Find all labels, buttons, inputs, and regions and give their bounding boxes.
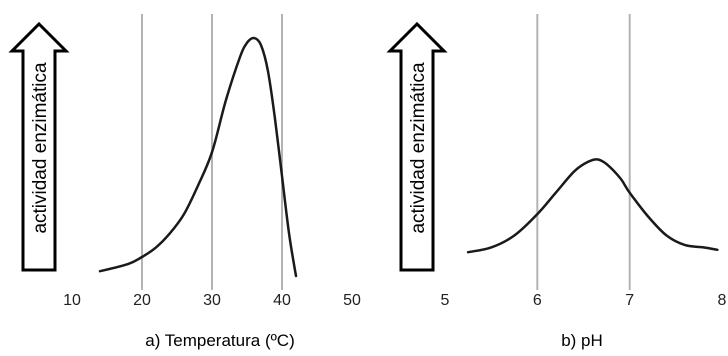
ph-chart: actividad enzimática 5 6 7 8 b) pH: [386, 14, 727, 350]
y-axis-label: actividad enzimática: [408, 62, 429, 234]
series-line: [466, 158, 719, 254]
x-axis-label: b) pH: [561, 331, 603, 350]
x-tick-labels: 5 6 7 8: [441, 292, 727, 309]
x-tick-label: 20: [133, 292, 151, 309]
y-axis-arrow: actividad enzimática: [8, 21, 70, 272]
x-tick-label: 7: [625, 292, 634, 309]
temperature-chart: actividad enzimática 10 20 30 40 50 a) Tempe…: [8, 14, 361, 350]
x-tick-label: 6: [533, 292, 542, 309]
x-axis-label: a) Temperatura (ºC): [145, 331, 295, 350]
up-arrow-icon: [386, 21, 448, 272]
up-arrow-icon: [8, 21, 70, 272]
x-tick-labels: 10 20 30 40 50: [63, 292, 361, 309]
x-tick-label: 40: [273, 292, 291, 309]
x-tick-label: 5: [441, 292, 450, 309]
x-tick-label: 30: [203, 292, 221, 309]
x-tick-label: 8: [718, 292, 727, 309]
series-line: [98, 36, 298, 278]
y-axis-label: actividad enzimática: [30, 62, 51, 234]
y-axis-arrow: actividad enzimática: [386, 21, 448, 272]
x-tick-label: 10: [63, 292, 81, 309]
x-tick-label: 50: [343, 292, 361, 309]
gridlines: [536, 14, 631, 290]
